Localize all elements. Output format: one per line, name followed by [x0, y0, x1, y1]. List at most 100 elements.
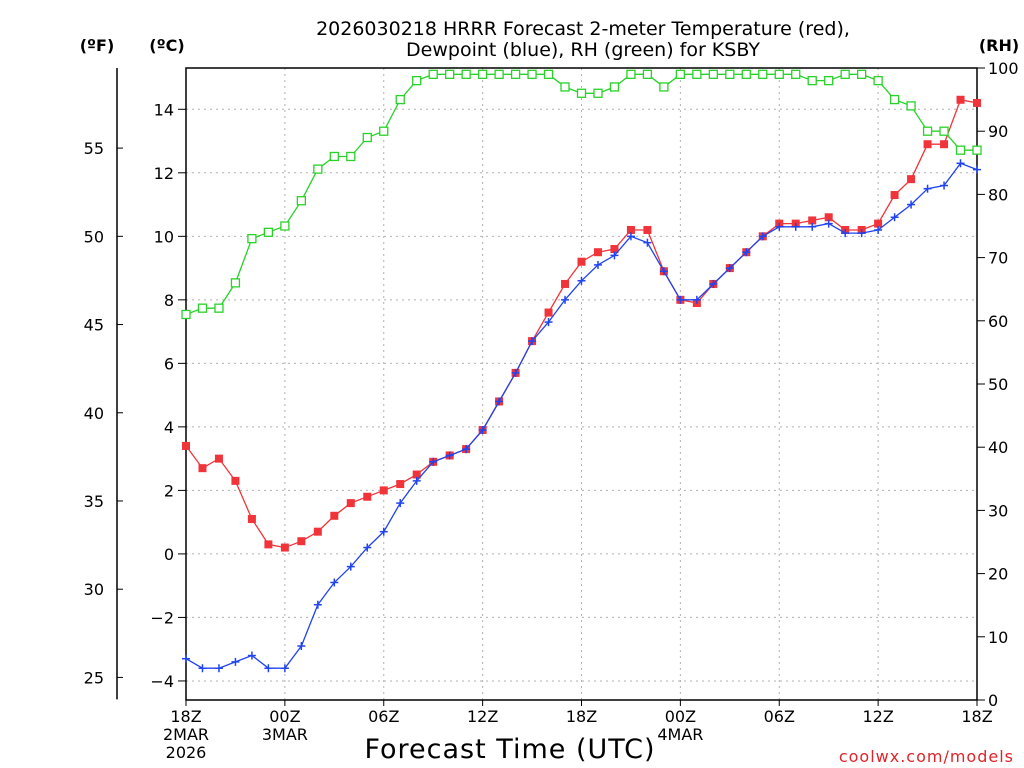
data-point: [939, 126, 949, 136]
data-point: [676, 295, 685, 304]
data-point: [675, 69, 686, 79]
data-point: [856, 69, 867, 79]
data-point: [231, 476, 240, 485]
data-point: [890, 191, 899, 200]
data-point: [182, 654, 190, 663]
x-tick-label: 00Z: [665, 707, 696, 726]
data-point: [543, 69, 554, 79]
data-point: [412, 470, 421, 479]
data-point: [396, 480, 405, 489]
data-point: [527, 69, 537, 79]
data-point: [742, 248, 751, 257]
data-point: [313, 164, 323, 174]
data-point: [610, 251, 619, 260]
rh-tick-label: 70: [988, 249, 1008, 268]
x-tick-label: 2MAR: [163, 725, 209, 744]
data-point: [708, 69, 718, 79]
data-point: [774, 69, 784, 79]
data-point: [643, 225, 652, 234]
data-point: [906, 101, 916, 111]
data-point: [477, 69, 488, 79]
data-point: [923, 140, 932, 149]
celsius-tick-label: 10: [154, 227, 174, 246]
data-point: [297, 642, 306, 651]
data-point: [412, 75, 422, 86]
data-point: [593, 260, 602, 269]
data-point: [659, 82, 669, 92]
chart-title: 2026030218 HRRR Forecast 2-meter Tempera…: [316, 18, 850, 61]
data-point: [610, 245, 619, 254]
data-point: [973, 98, 981, 107]
x-tick-label: 4MAR: [657, 725, 703, 744]
data-point: [297, 537, 306, 546]
celsius-tick-label: −4: [150, 672, 174, 691]
chart-title-line: 2026030218 HRRR Forecast 2-meter Tempera…: [316, 18, 850, 40]
fahrenheit-tick-label: 25: [84, 668, 104, 687]
data-point: [280, 221, 290, 231]
data-point: [379, 527, 388, 536]
fahrenheit-unit-label: (ºF): [80, 36, 115, 55]
fahrenheit-tick-label: 55: [84, 139, 104, 158]
rh-tick-label: 100: [988, 59, 1019, 78]
celsius-tick-label: 12: [154, 164, 174, 183]
data-point: [445, 69, 455, 79]
data-point: [395, 94, 405, 105]
data-point: [511, 368, 520, 377]
celsius-tick-label: 6: [164, 354, 174, 373]
data-point: [940, 181, 949, 190]
data-point: [494, 69, 504, 79]
data-point: [593, 88, 603, 98]
x-tick-label: 18Z: [170, 707, 201, 726]
data-point: [973, 165, 981, 174]
data-point: [346, 499, 355, 508]
x-tick-label: 00Z: [269, 707, 300, 726]
x-tick-label: 06Z: [764, 707, 795, 726]
data-point: [247, 651, 256, 660]
rh-tick-label: 40: [988, 438, 1008, 457]
chart-title-line: Dewpoint (blue), RH (green) for KSBY: [406, 39, 760, 61]
series-dewpoint: [182, 159, 981, 673]
data-point: [808, 216, 817, 225]
data-point: [330, 511, 339, 520]
data-point: [329, 151, 339, 162]
series-line: [185, 99, 978, 549]
data-point: [643, 238, 652, 247]
data-point: [182, 441, 190, 450]
data-point: [214, 664, 223, 673]
data-point: [379, 126, 389, 136]
rh-tick-label: 10: [988, 628, 1008, 647]
rh-unit-label: (RH): [979, 36, 1019, 55]
data-point: [841, 229, 850, 238]
fahrenheit-tick-label: 30: [84, 580, 104, 599]
data-point: [758, 69, 768, 79]
data-point: [346, 151, 356, 162]
fahrenheit-tick-label: 50: [84, 227, 104, 246]
data-point: [725, 264, 734, 273]
rh-tick-label: 0: [988, 691, 998, 710]
data-point: [758, 232, 767, 241]
data-point: [561, 279, 570, 288]
celsius-tick-label: 8: [164, 291, 174, 310]
data-point: [709, 279, 718, 288]
tick-labels: −4 −2 0 2 4 6 8 10 12 14 25 30 35 40 45 50 55 0 10 20 30 40 50…: [84, 59, 1019, 762]
data-point: [264, 664, 273, 673]
data-point: [824, 213, 833, 222]
data-point: [642, 69, 653, 79]
data-point: [626, 69, 636, 79]
data-point: [692, 69, 702, 79]
rh-tick-label: 90: [988, 122, 1008, 141]
data-point: [379, 486, 388, 495]
data-point: [330, 578, 339, 587]
fahrenheit-tick-label: 45: [84, 316, 104, 335]
fahrenheit-tick-label: 40: [84, 404, 104, 423]
data-point: [576, 88, 587, 98]
data-point: [907, 200, 916, 209]
data-point: [626, 232, 635, 241]
data-point: [247, 514, 256, 523]
data-point: [362, 132, 372, 143]
data-point: [296, 196, 307, 206]
data-point: [198, 664, 207, 673]
fahrenheit-tick-label: 35: [84, 492, 104, 511]
celsius-tick-label: 4: [164, 418, 174, 437]
